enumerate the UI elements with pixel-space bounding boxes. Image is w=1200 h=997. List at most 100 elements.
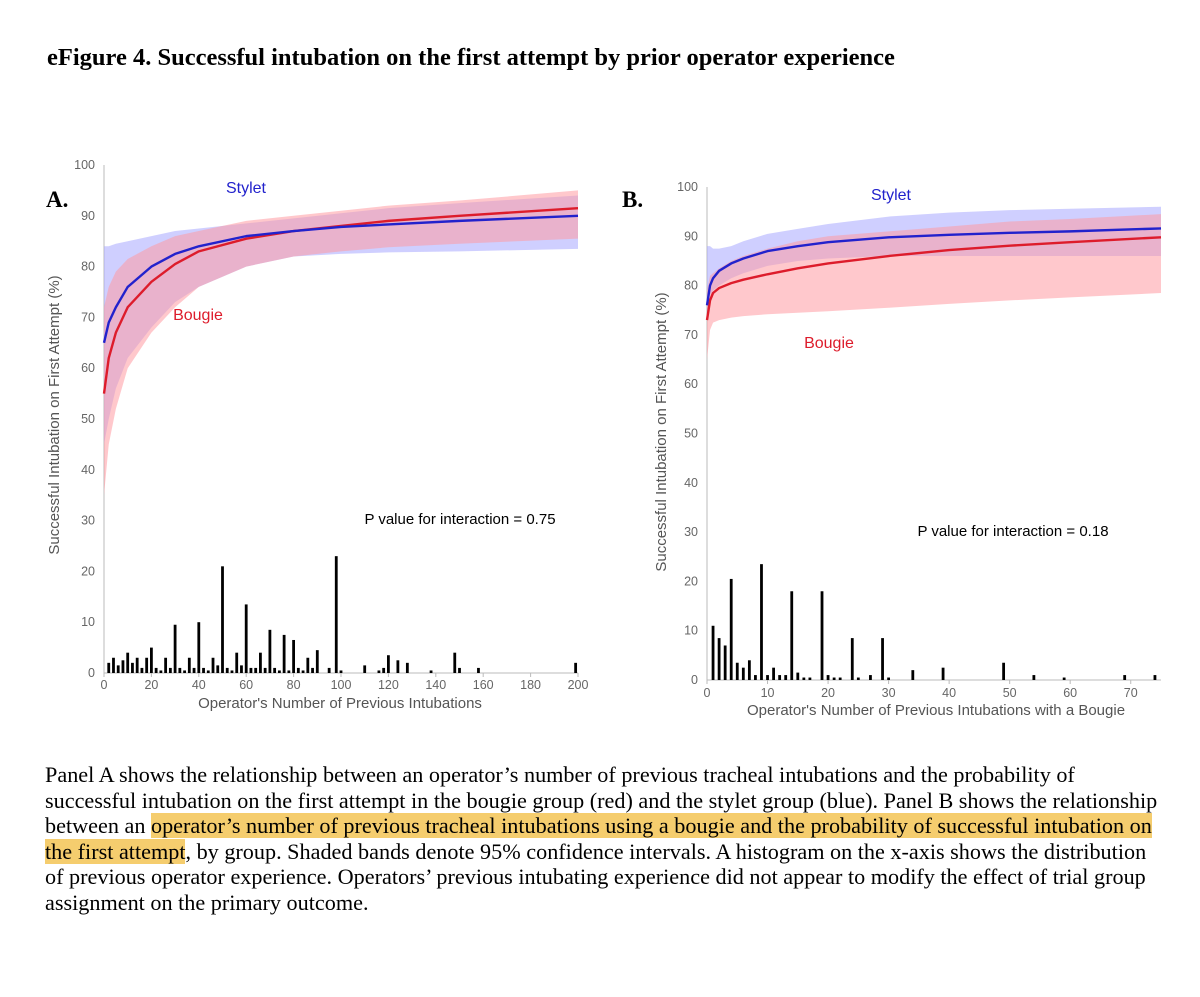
panel-b-histogram-bar <box>820 591 824 680</box>
panel-a-histogram-bar <box>292 639 295 673</box>
panel-b-x-tick-label: 10 <box>761 686 775 700</box>
panel-b-histogram-bar <box>760 564 763 680</box>
panel-b-histogram-bar <box>723 645 727 680</box>
panel-a-histogram-bar <box>240 665 243 673</box>
panel-a-y-tick-label: 70 <box>81 310 95 324</box>
panel-b-bougie-ci-band <box>707 214 1161 360</box>
panel-a-histogram-bar <box>150 647 153 673</box>
panel-a-histogram-bar <box>296 667 300 673</box>
panel-a-x-tick-label: 20 <box>144 678 158 692</box>
panel-a-histogram-bar <box>382 667 386 673</box>
panel-a-histogram-bar <box>206 670 210 673</box>
panel-b-stylet-label: Stylet <box>871 187 912 204</box>
panel-b-histogram-bar <box>1123 675 1127 680</box>
panel-a-y-tick-label: 10 <box>81 615 95 629</box>
panel-b-y-tick-label: 30 <box>684 525 698 539</box>
panel-b-x-tick-label: 0 <box>704 686 711 700</box>
panel-a-stylet-label: Stylet <box>226 180 267 197</box>
panel-a-x-tick-label: 40 <box>192 678 206 692</box>
panel-a-histogram-bar <box>273 667 277 673</box>
panel-b-histogram-bar <box>911 670 915 680</box>
panel-b-histogram-bar <box>838 677 842 680</box>
panel-a-histogram-bar <box>154 667 158 673</box>
panel-a-histogram-bar <box>230 670 234 673</box>
panel-a-y-tick-label: 100 <box>74 158 95 172</box>
panel-a-histogram-bar <box>197 622 201 673</box>
panel-a-histogram-bar <box>363 665 367 673</box>
panel-b-x-tick-label: 50 <box>1003 686 1017 700</box>
panel-b-histogram-bar <box>790 591 794 680</box>
panel-a-x-tick-label: 60 <box>239 678 253 692</box>
panel-b-y-tick-label: 10 <box>684 624 698 638</box>
panel-a-histogram-bar <box>315 650 319 673</box>
panel-a-y-tick-label: 60 <box>81 361 95 375</box>
panel-a-histogram-bar <box>259 652 262 673</box>
panel-b-y-tick-label: 20 <box>684 574 698 588</box>
panel-b-label: B. <box>622 187 644 212</box>
panel-a-histogram-bar <box>334 556 338 673</box>
panel-b-p-value-annotation: P value for interaction = 0.18 <box>917 523 1108 540</box>
panel-a-histogram-bar <box>168 667 172 673</box>
panel-b-histogram-bar <box>1062 677 1066 680</box>
panel-b-histogram-bar <box>808 677 812 680</box>
panel-a-histogram-bar <box>244 604 248 673</box>
panel-a-histogram-bar <box>429 670 433 673</box>
panel-a-histogram-bar <box>159 670 163 673</box>
panel-a-x-tick-label: 80 <box>287 678 301 692</box>
panel-b-histogram-bar <box>729 578 733 680</box>
panel-a-histogram-bar <box>121 660 125 673</box>
panel-a-histogram-bar <box>131 662 134 673</box>
panel-b-histogram-bar <box>754 675 757 680</box>
panel-b-stylet-line <box>705 227 1162 306</box>
panel-a-x-tick-label: 100 <box>331 678 352 692</box>
panel-a-histogram-bar <box>135 657 139 673</box>
panel-a-histogram-bar <box>112 657 115 673</box>
panel-a-histogram-bar <box>405 662 409 673</box>
panel-a-histogram-bar <box>116 665 120 673</box>
panel-a-bougie-ci-band <box>104 190 578 496</box>
panel-a-histogram-bar <box>301 670 305 673</box>
panel-a-histogram-bar <box>263 667 267 673</box>
panel-b-histogram-bar <box>772 667 775 680</box>
panel-a-histogram-bar <box>211 657 215 673</box>
panel-b-bougie-label: Bougie <box>804 335 854 352</box>
panel-a-y-tick-label: 0 <box>88 666 95 680</box>
panel-b-histogram-bar <box>784 675 788 680</box>
panel-a-y-axis-title: Successful Intubation on First Attempt (… <box>46 275 63 554</box>
panel-a-histogram-bar <box>178 667 182 673</box>
caption-part-1: Panel A shows the relationship between a… <box>45 762 1158 838</box>
panel-a-histogram-bar <box>164 657 168 673</box>
panel-a-histogram-bar <box>235 652 239 673</box>
panel-a-histogram-bar <box>187 657 191 673</box>
panel-a-histogram-bar <box>458 667 461 673</box>
panel-a-label: A. <box>46 187 69 212</box>
panel-a-x-tick-label: 160 <box>473 678 494 692</box>
panel-b-histogram-bar <box>711 625 715 680</box>
panel-b-histogram-bar <box>741 667 745 680</box>
panel-a-bougie-line <box>102 206 579 394</box>
panel-a-histogram-bar <box>107 662 111 673</box>
panel-a-y-tick-label: 40 <box>81 463 95 477</box>
panel-b-x-axis-title: Operator's Number of Previous Intubation… <box>747 702 1125 719</box>
panel-b-y-tick-label: 70 <box>684 328 698 342</box>
panel-a-stylet-line <box>102 214 579 344</box>
panel-a-y-tick-label: 30 <box>81 514 95 528</box>
panel-a-p-value-annotation: P value for interaction = 0.75 <box>364 511 555 528</box>
panel-a-histogram-bar <box>221 566 224 673</box>
panel-b-y-axis-title: Successful Intubation on First Attempt (… <box>653 292 670 571</box>
panel-a-histogram-bar <box>396 660 400 673</box>
panel-a-x-tick-label: 0 <box>101 678 108 692</box>
panel-a-histogram-bar <box>192 667 196 673</box>
panel-b-histogram-bar <box>1032 675 1036 680</box>
panel-b-x-tick-label: 20 <box>821 686 835 700</box>
panel-a-histogram-bar <box>216 665 220 673</box>
panel-a-y-tick-label: 80 <box>81 260 95 274</box>
panel-b-histogram-bar <box>856 677 860 680</box>
panel-a-histogram-bar <box>254 667 258 673</box>
panel-b-y-tick-label: 100 <box>677 180 698 194</box>
panel-b-y-tick-label: 0 <box>691 673 698 687</box>
panel-b-chart: 0 10 20 30 40 50 60 70 80 90 100 0 10 20 30 40 50 60 70 Ope… <box>653 180 1162 719</box>
panel-a-x-axis-title: Operator's Number of Previous Intubation… <box>198 695 482 712</box>
panel-b-histogram-bar <box>869 675 872 680</box>
panel-b-y-tick-label: 50 <box>684 427 698 441</box>
